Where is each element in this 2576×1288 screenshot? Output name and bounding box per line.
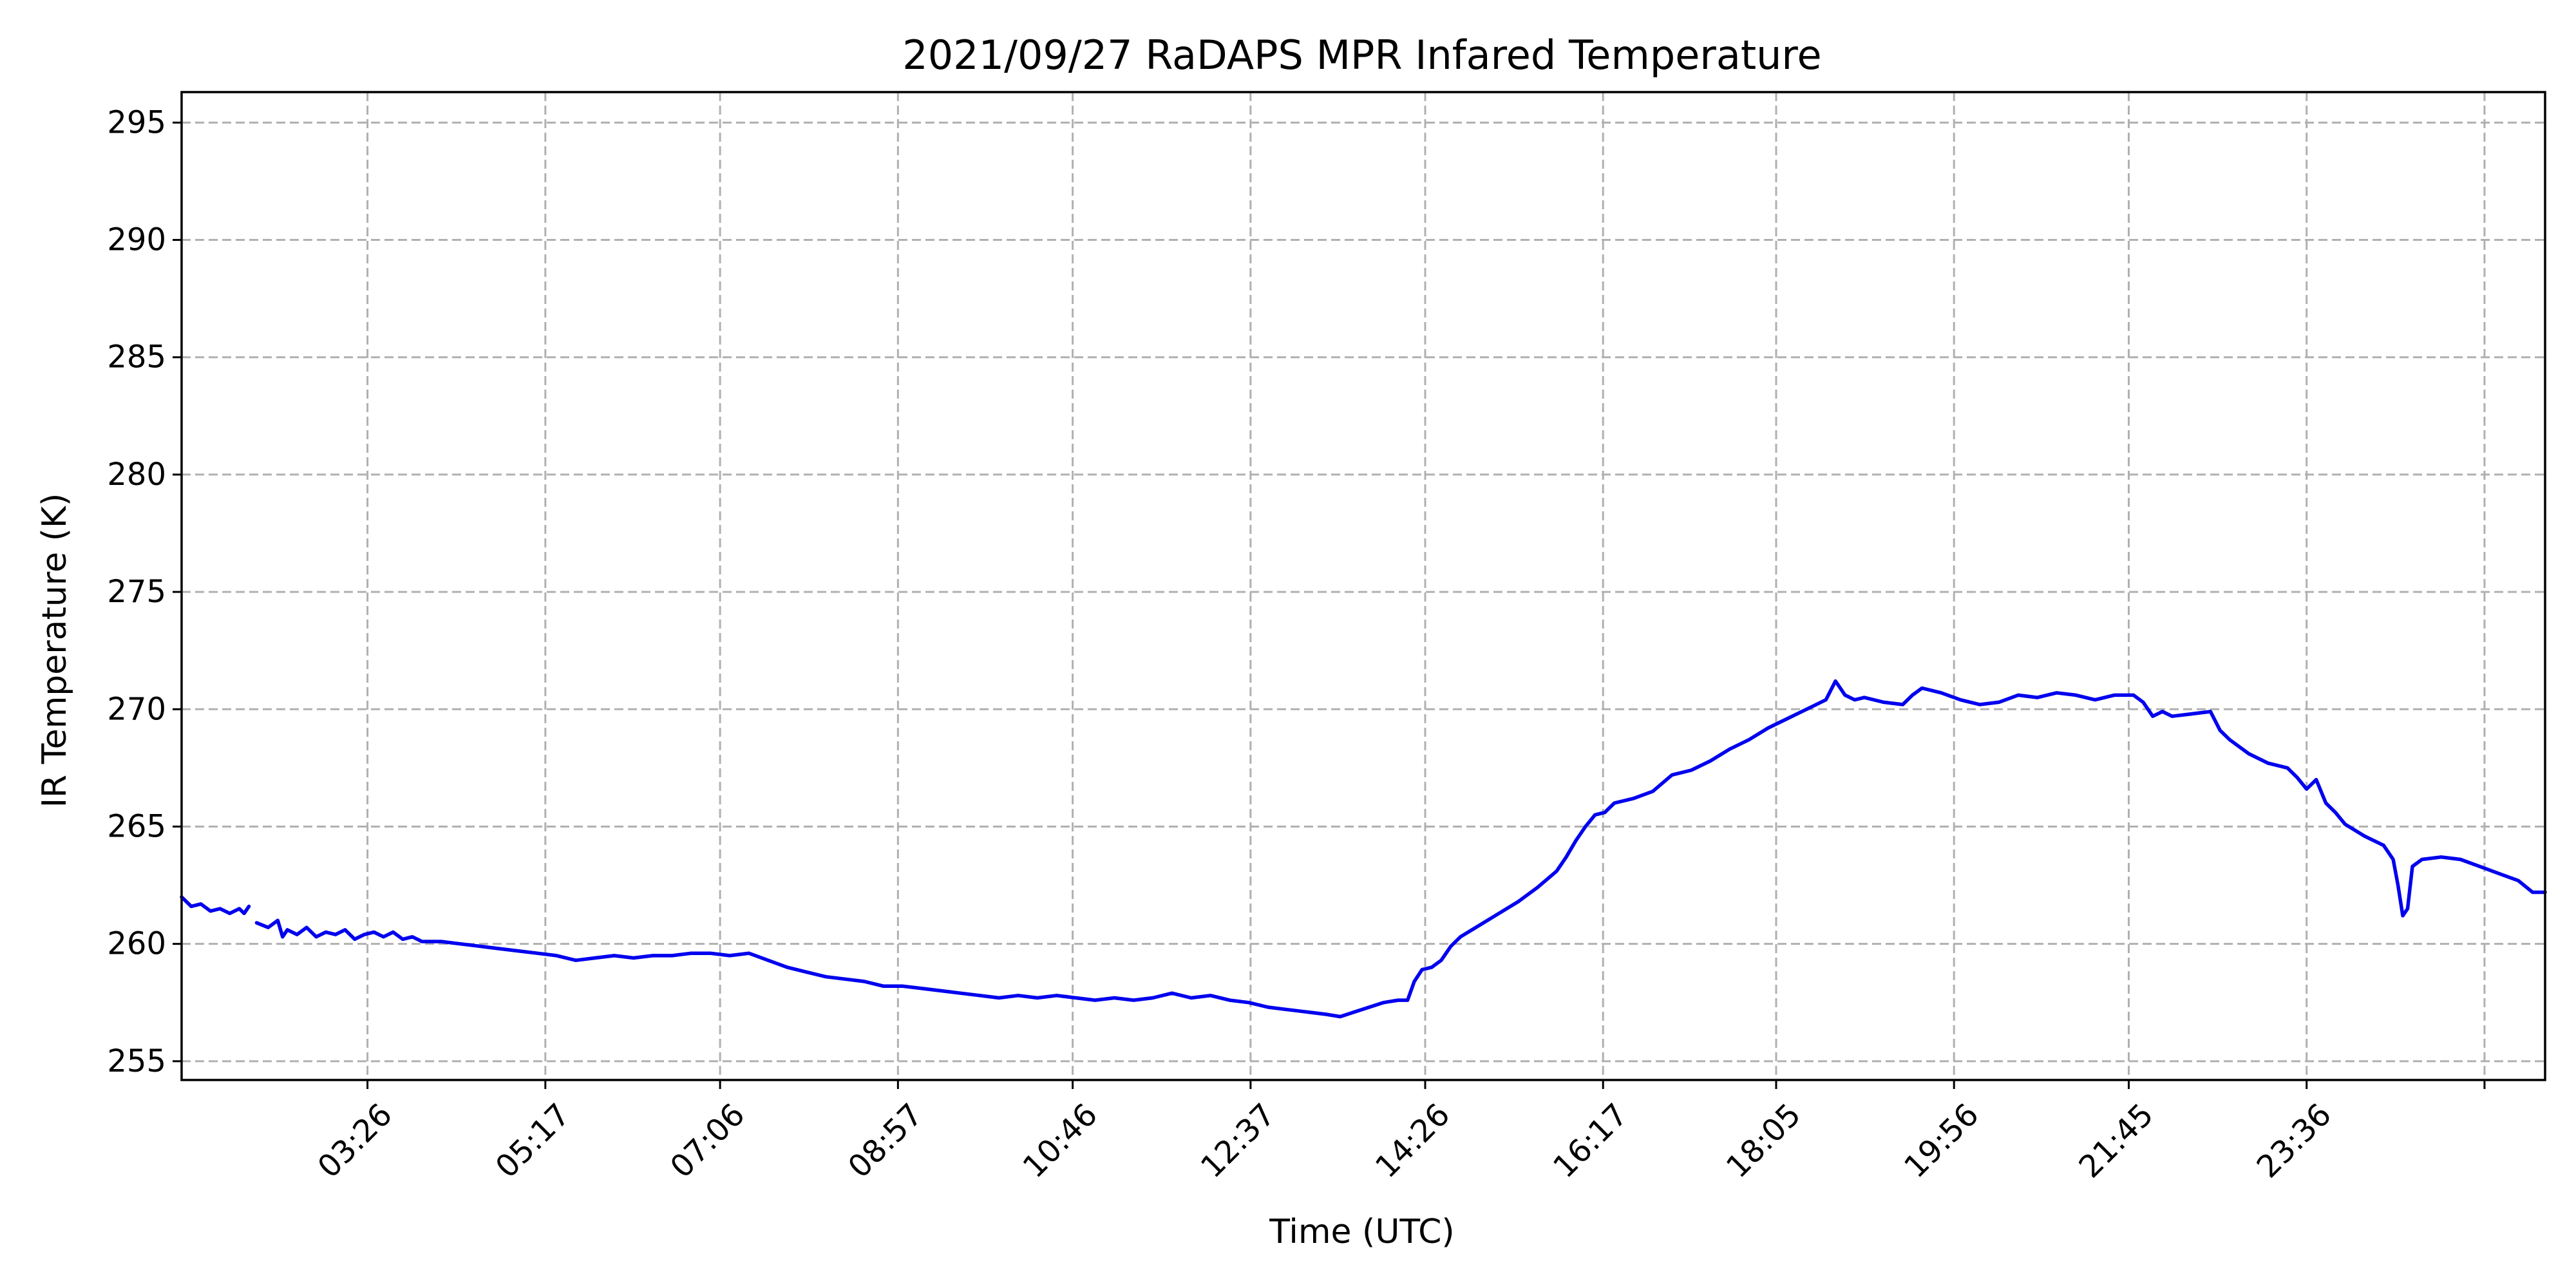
y-tick-label: 280 [107,457,166,493]
y-tick-label: 270 [107,691,166,727]
plot-area [180,91,2547,1081]
x-axis-label: Time (UTC) [1269,1213,1454,1251]
series-line [254,679,2547,1019]
grid-lines [182,92,2545,1080]
y-tick-label: 255 [107,1043,166,1079]
series-layer [180,679,2547,1019]
chart-title: 2021/09/27 RaDAPS MPR Infared Temperatur… [902,32,1821,79]
plot-frame [180,91,2546,1081]
y-tick-label: 290 [107,222,166,258]
y-tick-label: 295 [107,104,166,140]
y-axis-label: IR Temperature (K) [35,493,74,808]
y-tick-label: 285 [107,339,166,375]
y-tick-label: 260 [107,926,166,962]
y-tick-label: 265 [107,808,166,844]
y-axis: 255 260 265 270 275 280 285 290 295 [107,104,182,1079]
series-line [180,895,251,916]
y-tick-label: 275 [107,574,166,610]
